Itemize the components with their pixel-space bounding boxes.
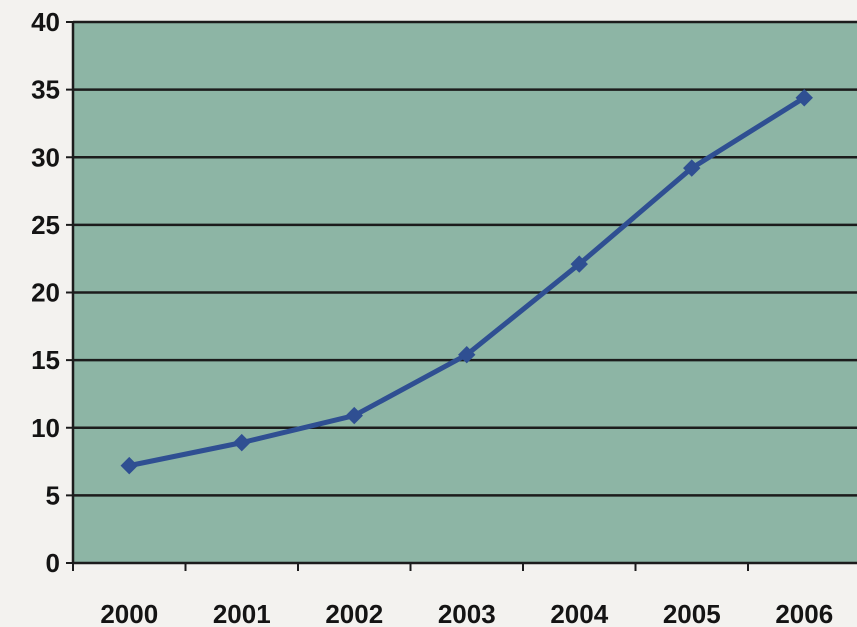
x-tick-label: 2000 xyxy=(100,599,158,627)
data-point xyxy=(570,255,588,273)
y-tick-label: 20 xyxy=(31,278,60,308)
y-tick-label: 40 xyxy=(31,7,60,37)
y-tick-label: 5 xyxy=(46,480,60,510)
x-tick-label: 2003 xyxy=(438,599,496,627)
y-tick-label: 25 xyxy=(31,210,60,240)
x-axis-ticks: 2000 2001 2002 2003 2004 2005 2006 xyxy=(72,563,833,627)
series-group xyxy=(120,89,813,475)
data-point xyxy=(458,346,476,364)
y-tick-label: 30 xyxy=(31,142,60,172)
y-tick-label: 10 xyxy=(31,413,60,443)
data-point xyxy=(120,456,138,475)
y-tick-label: 0 xyxy=(46,548,60,578)
data-point xyxy=(683,159,701,177)
x-tick-label: 2002 xyxy=(325,599,383,627)
series-0 xyxy=(120,89,813,475)
data-point xyxy=(795,89,813,107)
y-tick-label: 35 xyxy=(31,75,60,105)
x-tick-label: 2005 xyxy=(663,599,721,627)
x-tick-label: 2004 xyxy=(550,599,608,627)
data-point xyxy=(345,406,363,425)
x-tick-label: 2006 xyxy=(775,599,833,627)
y-tick-label: 15 xyxy=(31,345,60,375)
data-point xyxy=(233,433,251,452)
x-tick-label: 2001 xyxy=(213,599,271,627)
y-axis-ticks: 0 5 10 15 20 25 30 35 40 xyxy=(31,7,73,578)
